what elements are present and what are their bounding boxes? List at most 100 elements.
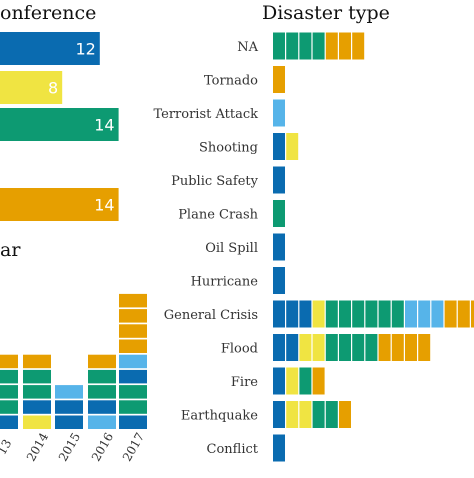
- disaster-tile: [378, 334, 391, 361]
- disaster-tile: [405, 334, 417, 361]
- disaster-tile: [273, 200, 285, 227]
- conference-bar-value: 14: [94, 196, 114, 215]
- disaster-tile: [471, 300, 474, 328]
- year-tile: [88, 369, 116, 384]
- year-tile: [0, 354, 18, 369]
- conference-bar: [0, 71, 63, 104]
- disaster-type-bars: NA Tornado Terrorist Attack Shooting Public …: [153, 32, 474, 462]
- disaster-tile: [444, 300, 457, 328]
- conference-bar: [0, 188, 119, 221]
- year-tile: [0, 369, 18, 384]
- year-panel-title: ar: [0, 239, 21, 261]
- disaster-tile: [273, 166, 285, 194]
- disaster-tile: [273, 300, 285, 328]
- disaster-tile: [273, 334, 285, 361]
- year-tile: [0, 400, 18, 414]
- year-tile: [119, 400, 147, 414]
- disaster-type-label: NA: [237, 40, 258, 55]
- disaster-tile: [418, 334, 431, 361]
- year-tile: [23, 385, 51, 399]
- year-tile: [88, 400, 116, 414]
- disaster-type-label: Earthquake: [181, 409, 258, 424]
- disaster-tile: [286, 401, 299, 428]
- disaster-tile: [339, 300, 351, 328]
- disaster-tile: [325, 334, 338, 361]
- disaster-tile: [339, 32, 351, 60]
- disaster-type-panel-title: Disaster type: [262, 2, 390, 24]
- disaster-tile: [286, 334, 299, 361]
- disaster-tile: [405, 300, 417, 328]
- year-tile: [55, 385, 83, 399]
- disaster-tile: [312, 367, 325, 395]
- year-tick-label: 2015: [56, 430, 83, 463]
- disaster-tile: [391, 300, 404, 328]
- year-tile: [23, 415, 51, 429]
- disaster-tile: [299, 367, 312, 395]
- disaster-tile: [273, 133, 285, 160]
- disaster-tile: [273, 367, 285, 395]
- year-tile: [119, 354, 147, 369]
- year-stacked-bars: 13 2014 2015 2016 2017: [0, 293, 147, 464]
- year-tile: [119, 415, 147, 429]
- year-tile: [119, 385, 147, 399]
- disaster-tile: [352, 300, 365, 328]
- disaster-tile: [339, 401, 351, 428]
- disaster-tile: [325, 32, 338, 60]
- year-tile: [0, 415, 18, 429]
- disaster-tile: [325, 300, 338, 328]
- year-tile: [88, 415, 116, 429]
- year-tile: [55, 415, 83, 429]
- conference-panel-title: onference: [0, 2, 96, 24]
- disaster-tile: [352, 32, 365, 60]
- disaster-tile: [457, 300, 470, 328]
- conference-bar: [0, 108, 119, 141]
- disaster-tile: [286, 32, 299, 60]
- disaster-tile: [273, 99, 285, 127]
- disaster-type-label: Oil Spill: [205, 241, 258, 256]
- year-tile: [119, 339, 147, 353]
- disaster-tile: [286, 367, 299, 395]
- year-tick-label: 2017: [120, 430, 147, 463]
- disaster-tile: [273, 267, 285, 294]
- disaster-tile: [299, 334, 312, 361]
- disaster-type-label: Conflict: [207, 442, 259, 457]
- disaster-tile: [273, 401, 285, 428]
- disaster-tile: [378, 300, 391, 328]
- disaster-tile: [418, 300, 431, 328]
- conference-bar-value: 12: [75, 40, 95, 59]
- disaster-type-label: Tornado: [204, 74, 258, 89]
- year-tile: [23, 369, 51, 384]
- disaster-tile: [286, 133, 299, 160]
- disaster-tile: [299, 401, 312, 428]
- disaster-tile: [299, 32, 312, 60]
- year-tile: [88, 354, 116, 369]
- disaster-type-label: Hurricane: [191, 275, 259, 290]
- disaster-tile: [312, 32, 325, 60]
- disaster-tile: [339, 334, 351, 361]
- year-tile: [119, 324, 147, 338]
- year-tile: [119, 309, 147, 323]
- year-tile: [0, 385, 18, 399]
- year-tick-label: 2014: [24, 430, 52, 464]
- disaster-type-label: Flood: [221, 342, 258, 357]
- disaster-tile: [273, 66, 285, 93]
- disaster-type-label: Plane Crash: [178, 208, 258, 223]
- disaster-type-label: General Crisis: [164, 308, 258, 323]
- year-tick-label: 13: [0, 437, 14, 457]
- year-tile: [119, 369, 147, 384]
- disaster-tile: [312, 401, 325, 428]
- year-tile: [55, 400, 83, 414]
- year-tile: [23, 354, 51, 369]
- conference-bars: 12 8 14 14: [0, 32, 119, 221]
- year-tile: [119, 293, 147, 308]
- disaster-tile: [312, 334, 325, 361]
- disaster-tile: [431, 300, 444, 328]
- disaster-tile: [286, 300, 299, 328]
- conference-bar-value: 8: [48, 79, 58, 98]
- disaster-tile: [352, 334, 365, 361]
- year-tick-label: 2016: [89, 430, 116, 463]
- conference-bar-value: 14: [94, 116, 114, 135]
- disaster-tile: [365, 300, 378, 328]
- year-tile: [88, 385, 116, 399]
